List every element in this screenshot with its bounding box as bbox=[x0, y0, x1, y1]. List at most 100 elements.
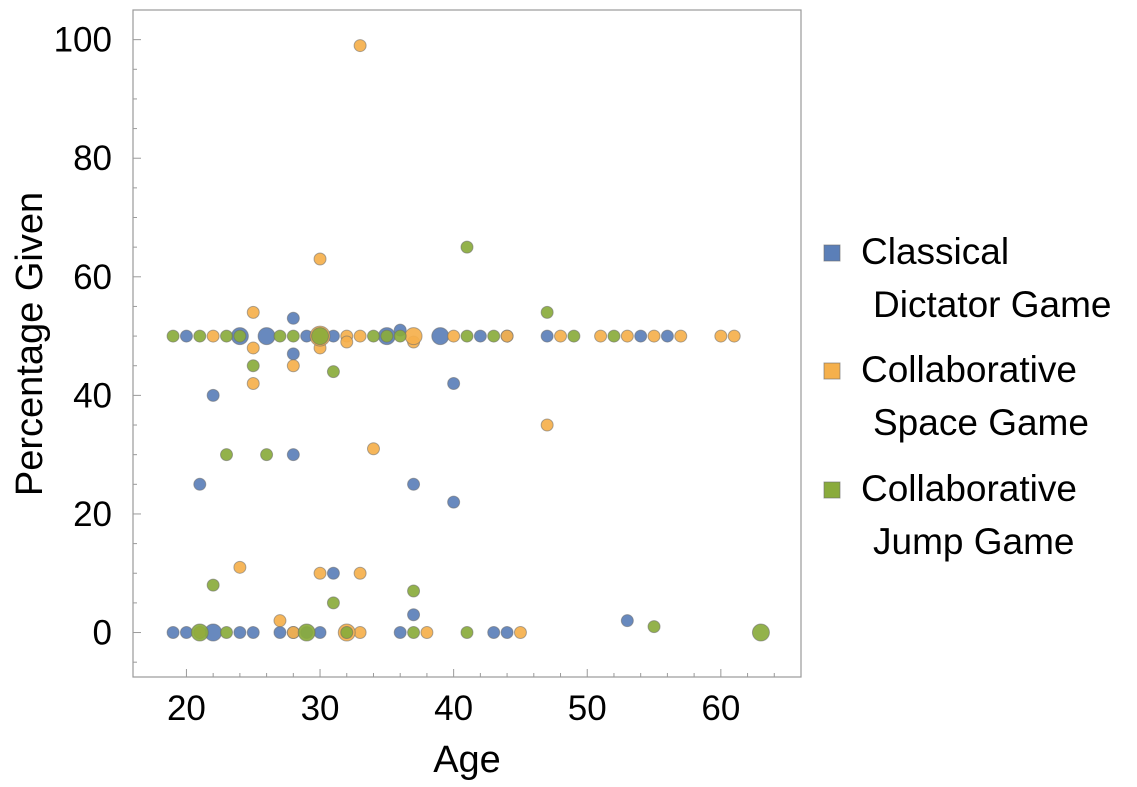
data-point bbox=[286, 329, 300, 343]
data-point bbox=[473, 329, 487, 343]
plot-frame-box bbox=[132, 9, 802, 678]
data-point bbox=[407, 584, 421, 598]
data-point bbox=[273, 626, 287, 640]
data-point bbox=[166, 626, 180, 640]
data-point bbox=[313, 626, 327, 640]
data-point bbox=[393, 329, 407, 343]
data-point bbox=[500, 329, 514, 343]
y-tick-label: 80 bbox=[73, 139, 112, 178]
data-point bbox=[286, 448, 300, 462]
data-point bbox=[326, 365, 340, 379]
data-point bbox=[179, 329, 193, 343]
data-point bbox=[246, 626, 260, 640]
legend: Classical Dictator Game Collaborative Space… bbox=[823, 231, 1112, 562]
y-tick-label: 20 bbox=[73, 495, 112, 534]
data-point bbox=[353, 329, 367, 343]
x-axis: 20 30 40 50 60 bbox=[167, 669, 775, 728]
data-point bbox=[273, 329, 287, 343]
data-point bbox=[407, 626, 421, 640]
data-point bbox=[353, 626, 367, 640]
data-point bbox=[420, 626, 434, 640]
y-tick-label: 60 bbox=[73, 258, 112, 297]
data-points bbox=[166, 39, 770, 642]
data-point bbox=[366, 329, 380, 343]
x-tick-label: 30 bbox=[301, 689, 340, 728]
y-tick-label: 40 bbox=[73, 376, 112, 415]
data-point bbox=[540, 329, 554, 343]
series-1-points bbox=[166, 311, 674, 642]
data-point bbox=[567, 329, 581, 343]
data-point bbox=[594, 329, 608, 343]
data-point bbox=[246, 359, 260, 373]
data-point bbox=[313, 252, 327, 266]
x-tick-label: 60 bbox=[701, 689, 740, 728]
data-point bbox=[220, 448, 234, 462]
data-point bbox=[554, 329, 568, 343]
data-point bbox=[179, 626, 193, 640]
data-point bbox=[246, 341, 260, 355]
y-axis: 0 20 40 60 80 100 bbox=[54, 21, 141, 663]
data-point bbox=[447, 377, 461, 391]
data-point bbox=[353, 566, 367, 580]
data-point bbox=[246, 305, 260, 319]
x-tick-label: 50 bbox=[568, 689, 607, 728]
data-point bbox=[404, 327, 423, 346]
data-point bbox=[286, 311, 300, 325]
y-tick-label: 0 bbox=[93, 614, 112, 653]
data-point bbox=[727, 329, 741, 343]
data-point bbox=[311, 327, 330, 346]
legend-swatch bbox=[823, 481, 841, 499]
data-point bbox=[220, 626, 234, 640]
data-point bbox=[407, 477, 421, 491]
data-point bbox=[206, 329, 220, 343]
data-point bbox=[233, 329, 247, 343]
data-point bbox=[447, 329, 461, 343]
data-point bbox=[380, 329, 394, 343]
data-point bbox=[326, 596, 340, 610]
data-point bbox=[166, 329, 180, 343]
data-point bbox=[340, 626, 354, 640]
y-tick-label: 100 bbox=[54, 21, 112, 60]
data-point bbox=[460, 240, 474, 254]
legend-label: Classical Dictator Game bbox=[861, 231, 1112, 325]
data-point bbox=[460, 626, 474, 640]
data-point bbox=[286, 359, 300, 373]
data-point bbox=[326, 566, 340, 580]
data-point bbox=[246, 377, 260, 391]
data-point bbox=[206, 578, 220, 592]
data-point bbox=[607, 329, 621, 343]
data-point bbox=[353, 39, 367, 53]
plot-frame bbox=[132, 9, 802, 678]
x-tick-label: 40 bbox=[434, 689, 473, 728]
data-point bbox=[407, 608, 421, 622]
data-point bbox=[393, 626, 407, 640]
data-point bbox=[674, 329, 688, 343]
data-point bbox=[647, 620, 661, 634]
data-point bbox=[540, 418, 554, 432]
data-point bbox=[206, 388, 220, 402]
legend-label: Collaborative Jump Game bbox=[861, 468, 1077, 562]
data-point bbox=[460, 329, 474, 343]
data-point bbox=[286, 626, 300, 640]
data-point bbox=[233, 560, 247, 574]
legend-swatch bbox=[823, 362, 841, 380]
data-point bbox=[620, 614, 634, 628]
data-point bbox=[257, 327, 276, 346]
legend-label: Collaborative Space Game bbox=[861, 349, 1089, 443]
data-point bbox=[286, 347, 300, 361]
y-axis-label: Percentage Given bbox=[9, 192, 51, 496]
series-3-points bbox=[166, 240, 770, 642]
data-point bbox=[714, 329, 728, 343]
x-tick-label: 20 bbox=[167, 689, 206, 728]
data-point bbox=[297, 623, 316, 642]
data-point bbox=[447, 495, 461, 509]
x-axis-label: Age bbox=[433, 739, 501, 781]
data-point bbox=[751, 623, 770, 642]
data-point bbox=[647, 329, 661, 343]
data-point bbox=[260, 448, 274, 462]
data-point bbox=[193, 329, 207, 343]
data-point bbox=[540, 305, 554, 319]
data-point bbox=[233, 626, 247, 640]
data-point bbox=[366, 442, 380, 456]
